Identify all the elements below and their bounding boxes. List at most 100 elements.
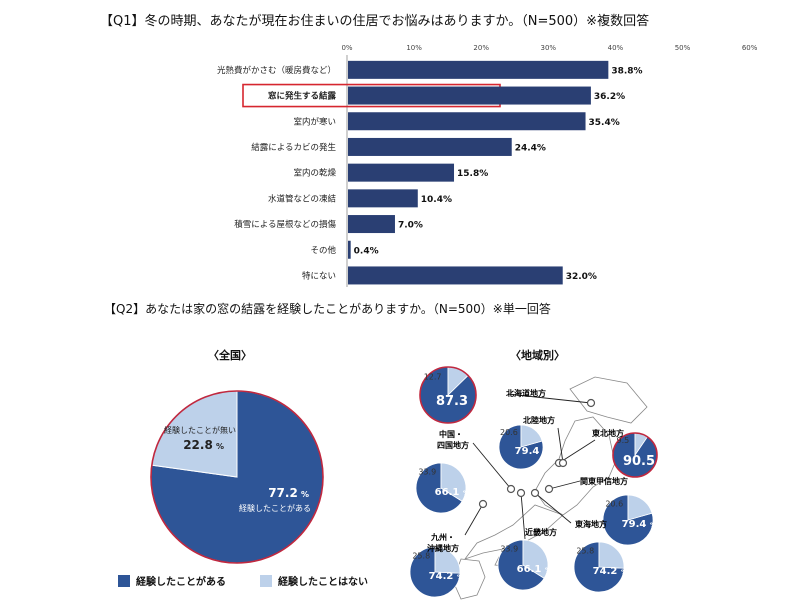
- bar: [348, 266, 563, 285]
- national-pie-title: 〈全国〉: [208, 349, 252, 362]
- pie-label-no: 経験したことが無い: [164, 425, 236, 435]
- region-no-value: 33.9: [500, 544, 518, 553]
- region-name: 中国・: [439, 429, 463, 439]
- map-honshu-west: [463, 504, 564, 560]
- value-label: 36.2%: [594, 92, 625, 102]
- map-hokkaido: [569, 376, 648, 424]
- region-pie-highlight: [419, 366, 477, 424]
- region-pie-no: [598, 541, 625, 569]
- x-tick-label: 20%: [473, 44, 489, 52]
- region-pie-no: [520, 424, 543, 448]
- region-yes-value: 90.5: [623, 454, 655, 469]
- x-tick-label: 60%: [742, 44, 758, 52]
- bar: [348, 189, 418, 208]
- region-name: 九州・: [430, 532, 455, 542]
- leader-line: [472, 442, 512, 490]
- x-tick-label: 0%: [341, 44, 352, 52]
- region-pie-no: [627, 494, 653, 521]
- category-label: 室内が寒い: [293, 116, 336, 127]
- category-label: 結露によるカビの発生: [251, 142, 336, 153]
- region-pie-no: [522, 539, 549, 579]
- pie-value-yes: 77.2: [268, 486, 298, 500]
- value-label: 7.0%: [398, 221, 423, 231]
- region-marker: [478, 499, 488, 509]
- region-marker: [530, 488, 540, 498]
- bar: [348, 86, 591, 105]
- region-no-value: 20.6: [500, 428, 518, 437]
- value-label: 38.8%: [611, 66, 642, 76]
- regional-pie-title: 〈地域別〉: [510, 349, 565, 362]
- bar: [348, 215, 395, 234]
- region-name: 関東甲信地方: [580, 476, 628, 486]
- leader-line: [548, 480, 581, 490]
- category-label: 水道管などの凍結: [268, 193, 337, 204]
- region-yes-value: 87.3: [436, 394, 468, 409]
- value-label: 10.4%: [421, 195, 452, 205]
- legend-swatch-yes: [118, 574, 130, 587]
- region-marker: [506, 484, 516, 494]
- legend-swatch-no: [260, 574, 272, 587]
- region-no-value: 33.9: [418, 467, 436, 476]
- region-yes-value: 66.1: [517, 564, 542, 575]
- pie-percent-no: %: [216, 442, 224, 451]
- category-label: 積雪による屋根などの損傷: [234, 219, 336, 230]
- region-no-value: 25.8: [576, 546, 594, 555]
- region-name: 東海地方: [575, 519, 607, 529]
- national-pie-chart: 77.2 % 経験したことがある 経験したことが無い 22.8%: [150, 390, 324, 564]
- legend-label-yes: 経験したことがある: [136, 577, 226, 588]
- region-no-value: 20.6: [605, 499, 623, 508]
- x-tick-label: 30%: [541, 44, 557, 52]
- category-label: 光熱費がかさむ（暖房費など）: [217, 65, 336, 76]
- value-label: 35.4%: [589, 118, 620, 128]
- region-no-value: 9.5: [617, 436, 630, 445]
- leader-line: [507, 393, 592, 404]
- region-pie-yes: [415, 462, 463, 514]
- pie-legend: 経験したことがある 経験したことはない: [118, 573, 368, 588]
- region-pie-yes: [409, 546, 461, 598]
- region-name: 近畿地方: [525, 527, 557, 537]
- bar: [348, 240, 351, 259]
- region-pie-yes: [573, 541, 625, 593]
- region-pie-no: [440, 462, 467, 502]
- category-label: その他: [310, 245, 336, 256]
- bar: [348, 112, 586, 131]
- region-name: 東北地方: [592, 428, 624, 438]
- region-yes-percent: %: [457, 574, 463, 581]
- x-tick-label: 50%: [675, 44, 691, 52]
- region-pie-highlight: [612, 432, 658, 478]
- pie-percent-yes: %: [301, 490, 309, 499]
- value-label: 15.8%: [457, 169, 488, 179]
- region-marker: [558, 458, 568, 468]
- region-no-value: 25.8: [412, 551, 430, 560]
- region-yes-percent: %: [621, 569, 627, 576]
- value-label: 24.4%: [515, 143, 546, 153]
- region-pie-no: [434, 546, 461, 574]
- region-yes-percent: %: [476, 400, 482, 407]
- legend-label-no: 経験したことはない: [278, 577, 368, 588]
- region-yes-value: 79.4: [515, 446, 540, 457]
- leader-line: [534, 492, 572, 524]
- region-name: 北陸地方: [523, 415, 555, 425]
- region-yes-percent: %: [545, 567, 551, 574]
- leader-line: [558, 439, 596, 464]
- leader-line: [464, 503, 484, 536]
- region-yes-percent: %: [650, 522, 656, 529]
- leader-line: [557, 427, 564, 464]
- region-yes-value: 79.4: [622, 519, 647, 530]
- region-pie-yes: [497, 539, 545, 591]
- region-marker: [544, 484, 554, 494]
- value-label: 32.0%: [566, 272, 597, 282]
- leader-line: [520, 492, 526, 540]
- value-label: 0.4%: [354, 246, 379, 256]
- q2-title: 【Q2】あなたは家の窓の結露を経験したことがありますか。（N=500）※単一回答: [104, 302, 551, 316]
- region-marker: [586, 398, 596, 408]
- q1-title: 【Q1】冬の時期、あなたが現在お住まいの住居でお悩みはありますか。（N=500）…: [100, 14, 650, 29]
- pie-outline: [150, 390, 324, 564]
- region-yes-percent: %: [663, 460, 669, 467]
- pie-label-yes: 経験したことがある: [239, 503, 311, 513]
- category-label: 室内の乾燥: [293, 168, 336, 179]
- region-no-value: 12.7: [424, 373, 442, 382]
- bar: [348, 60, 609, 79]
- region-yes-value: 74.2: [429, 571, 454, 582]
